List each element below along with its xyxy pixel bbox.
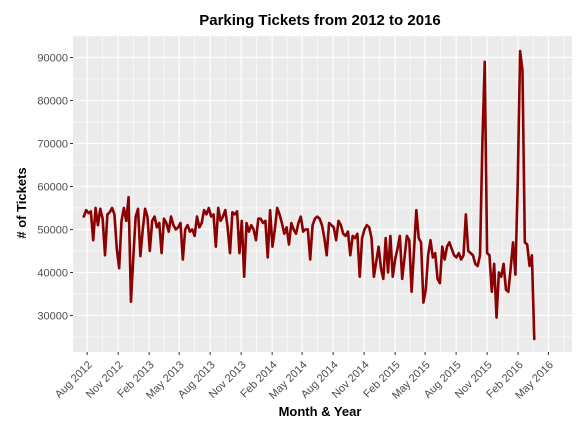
y-tick-label: 30000 xyxy=(37,310,68,322)
series-line-0 xyxy=(82,49,536,341)
y-tick-label: 60000 xyxy=(37,181,68,193)
chart-title: Parking Tickets from 2012 to 2016 xyxy=(199,12,441,29)
plot-panel xyxy=(73,36,572,352)
y-tick-label: 80000 xyxy=(37,95,68,107)
y-tick-label: 90000 xyxy=(37,52,68,64)
y-axis: 30000 40000 50000 60000 70000 80000 90000 xyxy=(37,52,73,322)
x-axis-title: Month & Year xyxy=(279,404,362,419)
y-tick-label: 50000 xyxy=(37,224,68,236)
series-layer xyxy=(82,49,536,341)
y-tick-label: 40000 xyxy=(37,267,68,279)
y-tick-label: 70000 xyxy=(37,138,68,150)
y-axis-title: # of Tickets xyxy=(14,167,29,238)
